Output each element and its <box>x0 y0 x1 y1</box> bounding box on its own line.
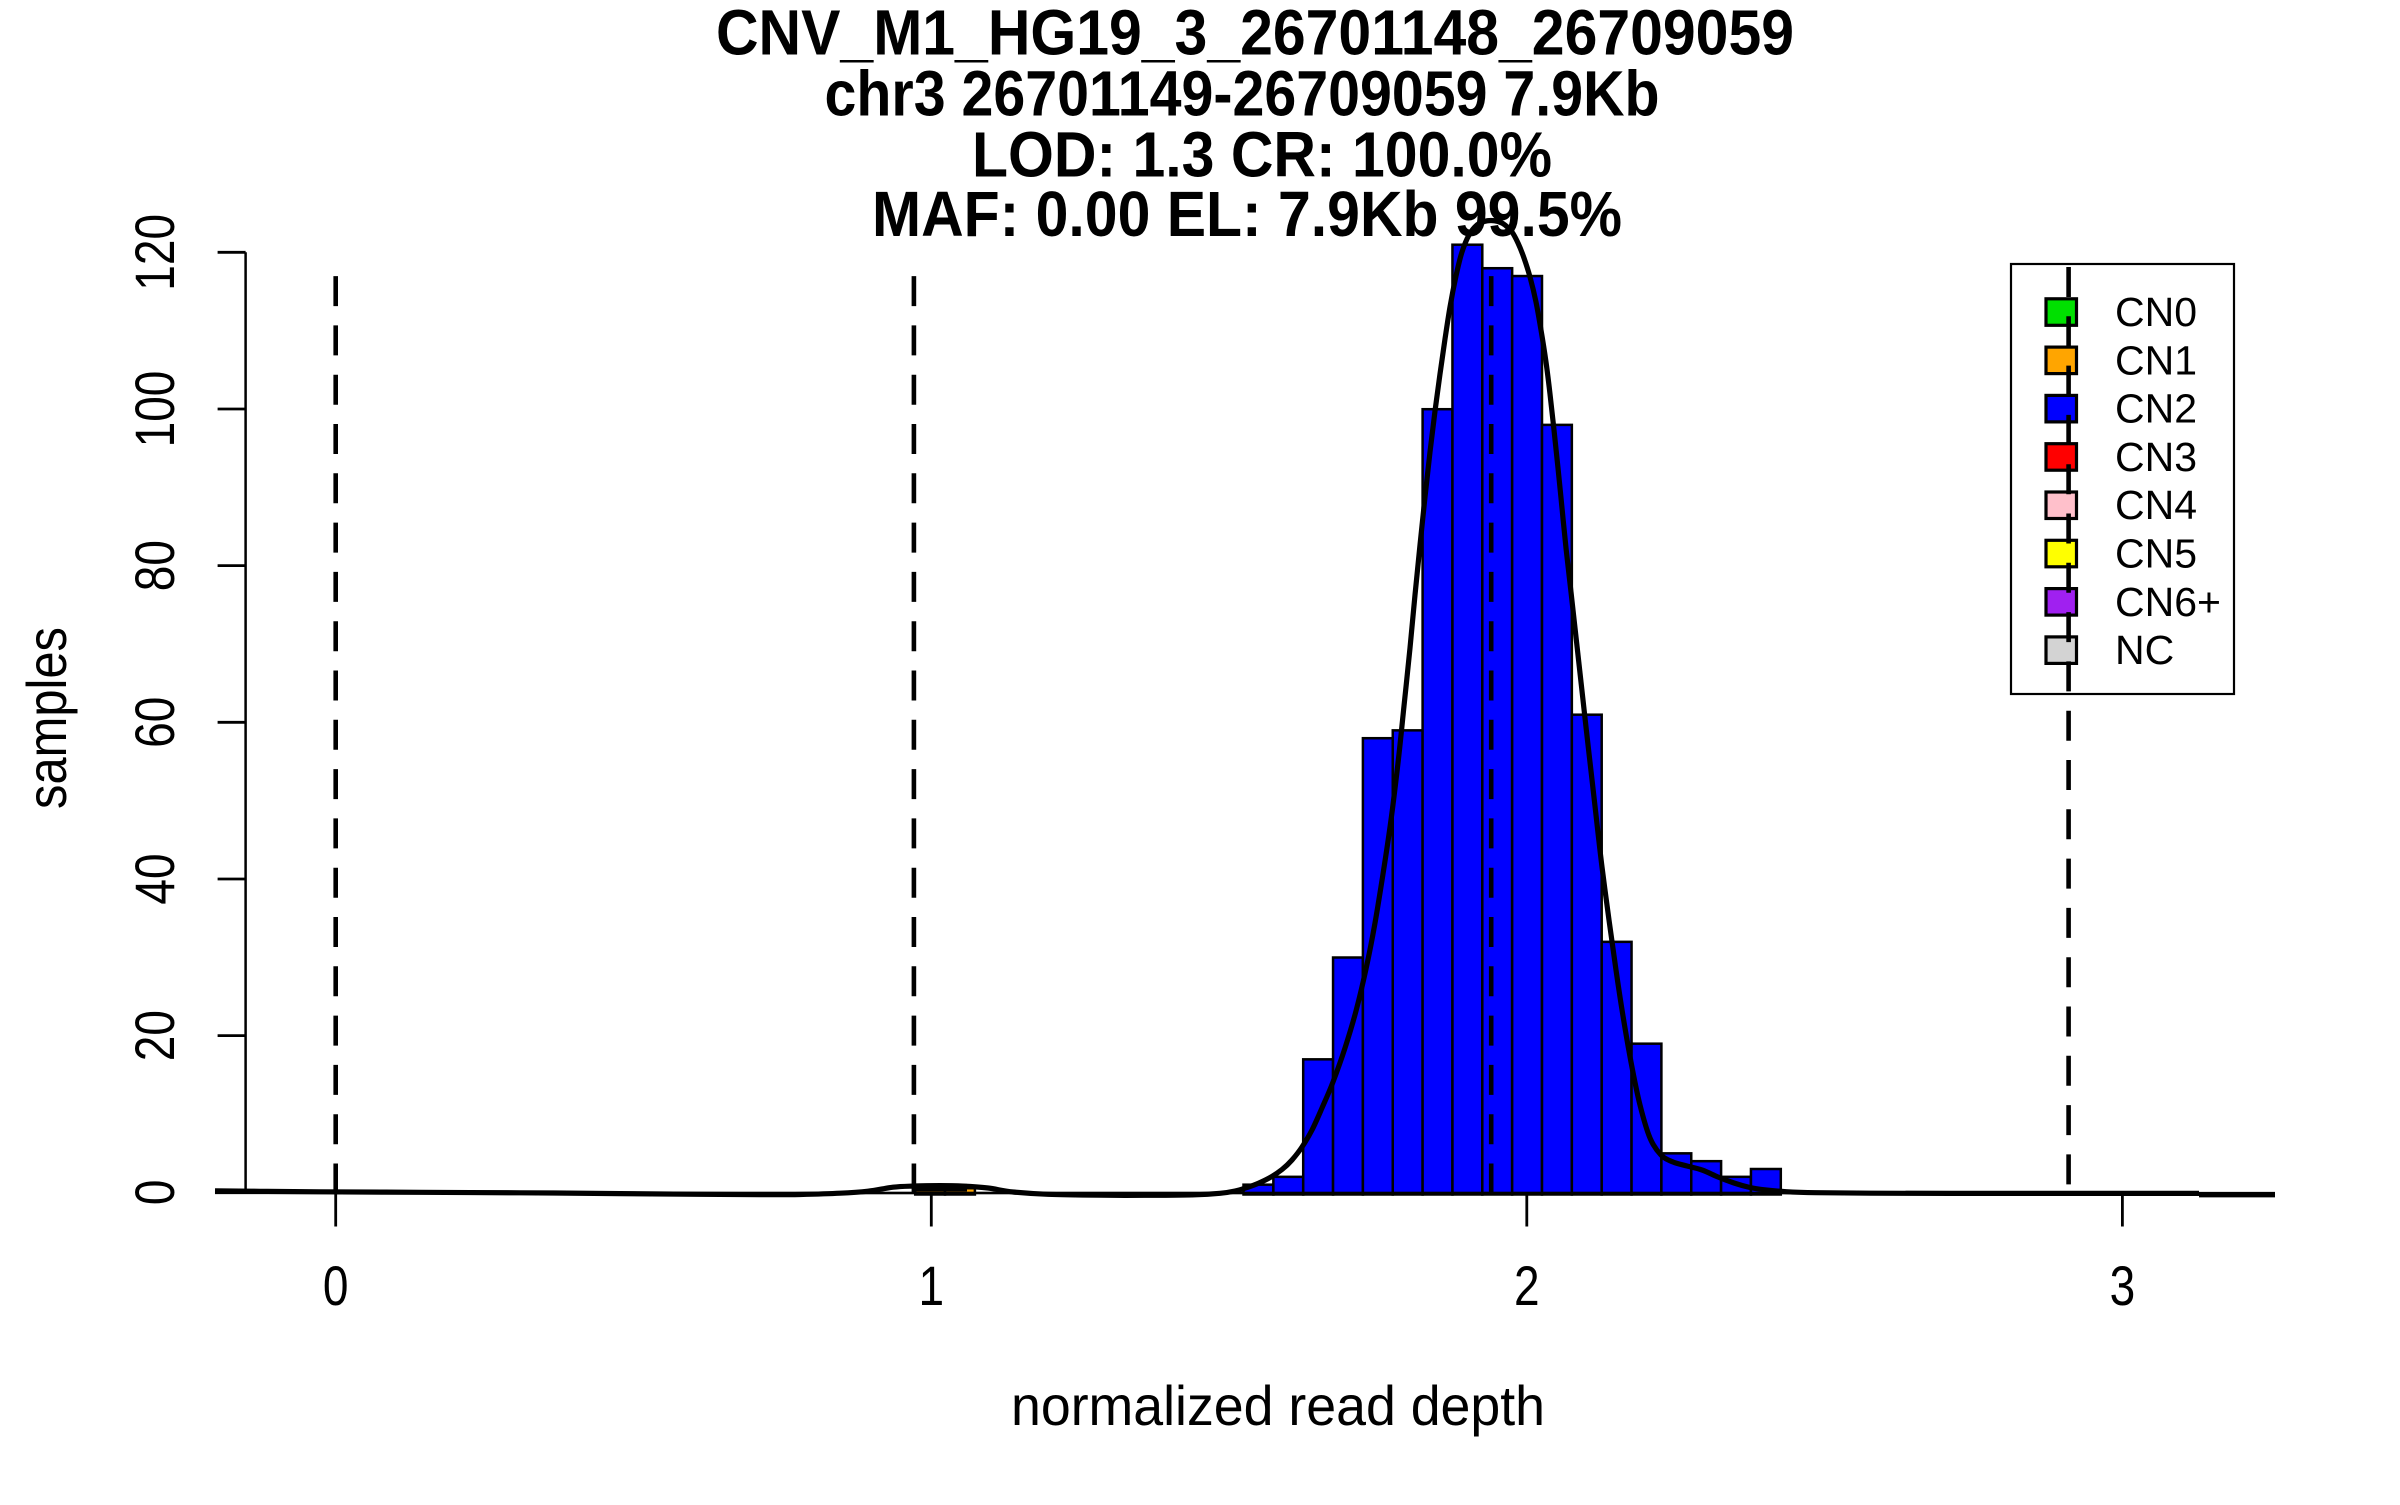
svg-text:60: 60 <box>123 697 186 748</box>
svg-text:0: 0 <box>323 1254 349 1317</box>
svg-text:100: 100 <box>123 371 186 448</box>
svg-text:CNV_M1_HG19_3_26701148_2670905: CNV_M1_HG19_3_26701148_26709059 <box>716 0 1794 69</box>
svg-text:chr3 26701149-26709059 7.9Kb: chr3 26701149-26709059 7.9Kb <box>825 58 1660 130</box>
svg-text:CN0: CN0 <box>2115 289 2197 335</box>
svg-text:CN2: CN2 <box>2115 386 2197 432</box>
svg-text:samples: samples <box>15 627 78 809</box>
svg-text:2: 2 <box>1514 1254 1540 1317</box>
svg-text:CN6+: CN6+ <box>2115 579 2221 625</box>
svg-text:CN5: CN5 <box>2115 531 2197 577</box>
svg-text:3: 3 <box>2110 1254 2136 1317</box>
svg-text:80: 80 <box>123 540 186 591</box>
svg-text:CN4: CN4 <box>2115 482 2197 528</box>
svg-text:0: 0 <box>123 1180 186 1206</box>
svg-text:20: 20 <box>123 1010 186 1061</box>
svg-text:MAF: 0.00 EL: 7.9Kb 99.5%: MAF: 0.00 EL: 7.9Kb 99.5% <box>872 178 1622 250</box>
svg-text:NC: NC <box>2115 627 2174 673</box>
svg-text:normalized read depth: normalized read depth <box>1011 1374 1545 1437</box>
svg-text:CN3: CN3 <box>2115 434 2197 480</box>
svg-text:40: 40 <box>123 853 186 904</box>
svg-text:CN1: CN1 <box>2115 337 2197 383</box>
svg-text:1: 1 <box>919 1254 945 1317</box>
svg-text:LOD: 1.3 CR: 100.0%: LOD: 1.3 CR: 100.0% <box>972 119 1552 191</box>
svg-text:120: 120 <box>123 214 186 291</box>
